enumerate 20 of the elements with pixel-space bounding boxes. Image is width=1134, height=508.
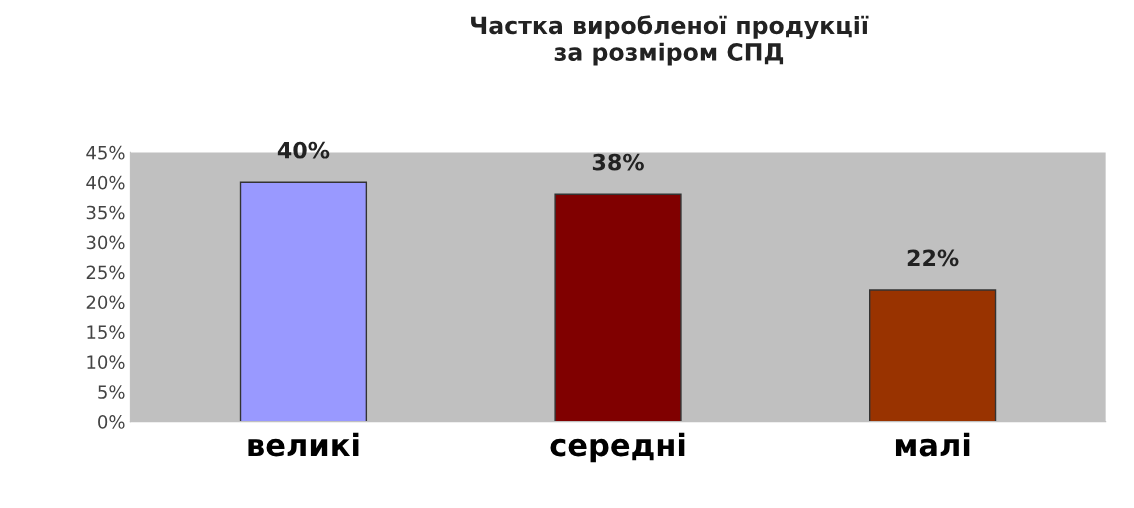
y-tick-label: 35%	[86, 205, 125, 220]
y-tick-label: 30%	[86, 235, 125, 250]
y-tick-label: 15%	[87, 325, 125, 340]
data-label: 38%	[592, 153, 644, 171]
chart-title: Частка виробленої продукції за розміром СПД	[471, 15, 869, 66]
data-label: 22%	[907, 249, 959, 267]
bar	[554, 193, 682, 422]
bar	[869, 289, 997, 422]
x-tick-label: великі	[248, 432, 359, 457]
x-tick-label: малі	[895, 432, 970, 457]
data-label: 40%	[277, 141, 330, 159]
y-tick-label: 10%	[87, 355, 125, 369]
y-tick-label: 25%	[86, 265, 125, 280]
y-tick-label: 0%	[98, 415, 125, 429]
y-tick-label: 20%	[86, 295, 125, 310]
y-tick-label: 40%	[86, 175, 125, 190]
y-tick-label: 5%	[98, 385, 125, 399]
y-tick-label: 45%	[86, 145, 125, 160]
bar	[239, 181, 368, 422]
x-tick-label: середні	[550, 432, 685, 463]
